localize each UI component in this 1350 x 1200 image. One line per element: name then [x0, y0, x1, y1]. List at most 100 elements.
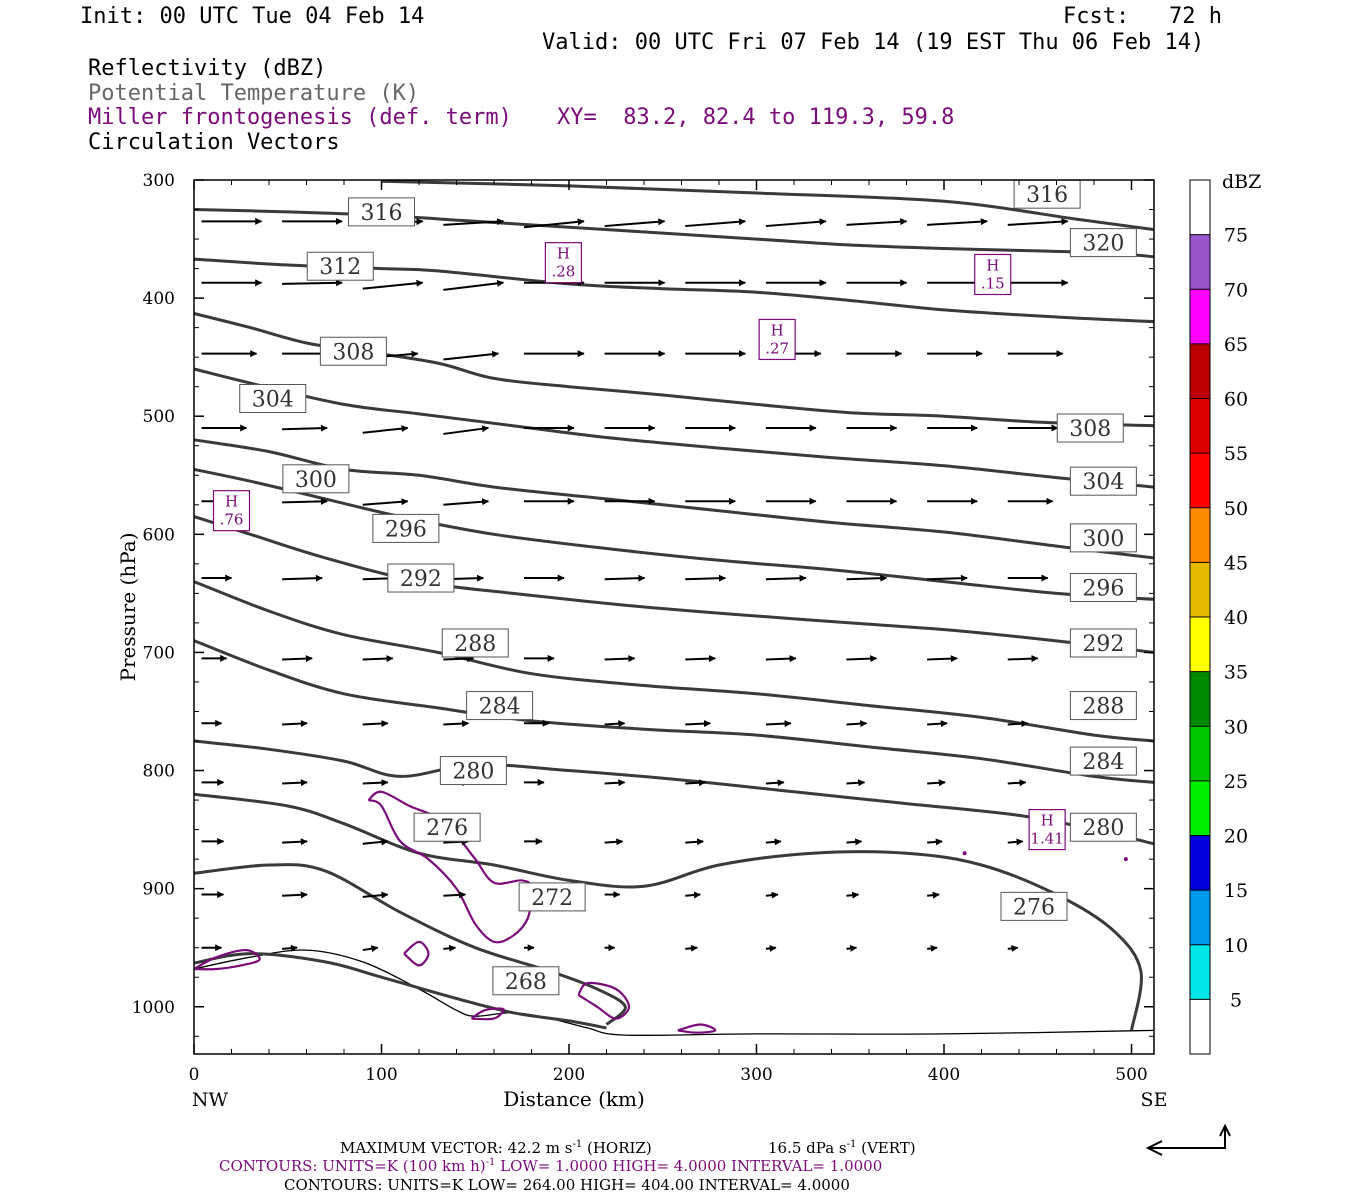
footer-fronto-rest: LOW= 1.0000 HIGH= 4.0000 INTERVAL= 1.000… — [495, 1157, 882, 1175]
y-tick-label: 900 — [143, 880, 175, 900]
y-tick-label: 500 — [143, 407, 175, 427]
footer-max-vector: MAXIMUM VECTOR: 42.2 m s-1 (HORIZ) — [340, 1139, 652, 1157]
footer-fronto-contours: CONTOURS: UNITS=K (100 km h)-1 LOW= 1.00… — [219, 1157, 882, 1175]
fronto-max-value: .76 — [220, 511, 244, 529]
colorbar-bin — [1190, 180, 1210, 235]
circulation-vector — [362, 720, 389, 728]
colorbar-label: 75 — [1224, 225, 1248, 247]
footer-superscript: -1 — [486, 1157, 496, 1168]
theta-contour-276 — [193, 792, 1143, 1031]
circulation-vector — [1007, 720, 1029, 728]
circulation-vector — [443, 279, 505, 291]
circulation-vector — [604, 655, 636, 663]
circulation-vector — [1007, 655, 1039, 663]
x-end-label-se: SE — [1141, 1089, 1168, 1111]
theta-label-box — [1069, 628, 1137, 658]
theta-label-box — [387, 563, 455, 593]
init-time: Init: 00 UTC Tue 04 Feb 14 — [80, 4, 425, 29]
theta-contour-288 — [193, 580, 1155, 743]
theta-label-box — [1069, 228, 1137, 258]
fronto-max-value: 1.41 — [1030, 830, 1063, 848]
plot-frame — [193, 179, 1155, 1055]
circulation-vector — [282, 424, 328, 432]
colorbar-label: 20 — [1224, 826, 1248, 848]
circulation-vector — [604, 720, 626, 728]
circulation-vector — [765, 944, 777, 952]
x-tick-label: 500 — [1115, 1065, 1147, 1085]
fronto-max-value: .28 — [551, 263, 575, 281]
circulation-vector — [362, 655, 394, 663]
circulation-vector — [282, 720, 308, 728]
circulation-vector — [443, 498, 490, 506]
colorbar-bin — [1190, 617, 1210, 672]
colorbar-bin — [1190, 726, 1210, 781]
reference-vector-head — [1219, 1123, 1231, 1137]
colorbar-bin — [1190, 343, 1210, 399]
circulation-vector — [443, 425, 490, 435]
frontogenesis-dot — [1123, 857, 1128, 862]
circulation-vector — [846, 218, 908, 226]
colorbar-label: 50 — [1224, 498, 1248, 520]
footer-vert-vector: 16.5 dPa s-1 (VERT) — [768, 1139, 916, 1157]
colorbar-unit: dBZ — [1222, 171, 1261, 193]
x-tick-label: 0 — [189, 1065, 200, 1085]
circulation-vector — [846, 891, 860, 899]
colorbar-bin — [1190, 835, 1210, 891]
circulation-vector — [604, 838, 624, 846]
theta-label-box — [1056, 413, 1124, 443]
theta-label-288: 288 — [454, 632, 496, 657]
x-end-label-nw: NW — [192, 1089, 229, 1111]
theta-label-308: 308 — [332, 340, 374, 365]
theta-label-box — [466, 691, 534, 721]
circulation-vector — [282, 944, 298, 952]
circulation-vector — [765, 574, 807, 582]
circulation-vector — [765, 218, 827, 228]
theta-label-box — [1069, 523, 1137, 553]
field-frontogenesis: Miller frontogenesis (def. term) — [88, 105, 512, 130]
frontogenesis-dot — [962, 851, 967, 856]
theta-label-268: 268 — [505, 970, 547, 995]
fronto-max-value: .27 — [765, 339, 789, 357]
circulation-vector — [927, 944, 938, 952]
theta-label-312: 312 — [319, 255, 361, 280]
colorbar-label: 65 — [1224, 334, 1248, 356]
theta-label-280: 280 — [1082, 816, 1124, 841]
frontogenesis-contour — [193, 948, 261, 971]
cross-section-endpoints: XY= 83.2, 82.4 to 119.3, 59.8 — [557, 105, 955, 130]
fronto-max-label: H — [225, 493, 238, 511]
circulation-vector — [685, 574, 726, 582]
theta-label-316: 316 — [1026, 183, 1068, 208]
terrain-surface — [193, 949, 1155, 1037]
circulation-vector — [846, 574, 888, 582]
colorbar-label: 60 — [1224, 389, 1248, 411]
circulation-vector — [282, 279, 343, 287]
circulation-vector — [846, 944, 858, 952]
colorbar-bin — [1190, 671, 1210, 727]
theta-contour-272 — [193, 863, 627, 1026]
circulation-vector — [927, 779, 946, 787]
fronto-max-label: H — [986, 256, 999, 274]
colorbar-label: 45 — [1224, 552, 1248, 574]
colorbar-bin — [1190, 562, 1210, 617]
colorbar-bin — [1190, 234, 1210, 290]
circulation-vector — [443, 944, 457, 952]
theta-label-300: 300 — [295, 468, 337, 493]
circulation-vector — [604, 218, 666, 228]
theta-label-276: 276 — [1013, 895, 1055, 920]
circulation-vector — [362, 945, 379, 953]
circulation-vector — [443, 350, 500, 361]
footer-theta-contours: CONTOURS: UNITS=K LOW= 264.00 HIGH= 404.… — [284, 1176, 850, 1194]
theta-label-280: 280 — [452, 760, 494, 785]
theta-label-box — [439, 756, 507, 786]
forecast-hour: Fcst: 72 h — [1063, 4, 1222, 29]
theta-label-288: 288 — [1082, 695, 1124, 720]
x-tick-label: 400 — [928, 1065, 960, 1085]
circulation-vector — [362, 891, 389, 899]
circulation-vector — [765, 655, 797, 663]
circulation-vector — [604, 574, 646, 582]
circulation-vector — [362, 838, 389, 846]
circulation-vector — [846, 655, 878, 663]
footer-superscript: -1 — [572, 1139, 582, 1150]
y-tick-label: 800 — [143, 762, 175, 782]
